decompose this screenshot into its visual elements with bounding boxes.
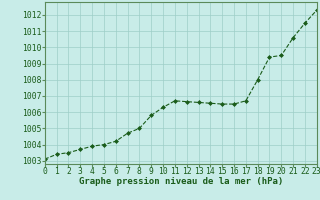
X-axis label: Graphe pression niveau de la mer (hPa): Graphe pression niveau de la mer (hPa) [79, 177, 283, 186]
